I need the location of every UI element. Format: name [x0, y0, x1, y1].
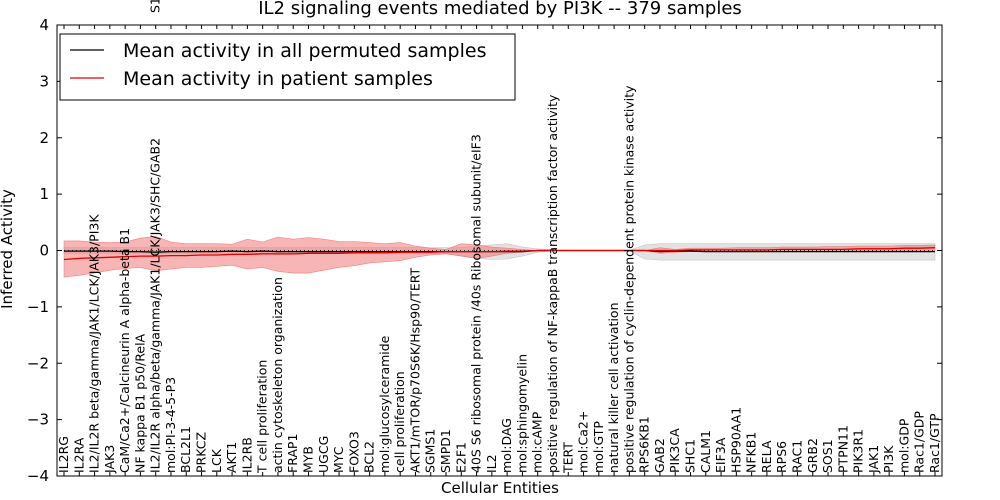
- category-label: mol:GTP: [591, 421, 606, 473]
- category-label: positive regulation of cyclin-dependent …: [621, 85, 636, 473]
- category-label: RPS6: [774, 441, 789, 473]
- legend-label-permuted: Mean activity in all permuted samples: [123, 40, 486, 62]
- category-labels: IL2RG IL2RA IL2/IL2R beta/gamma/JAK1/LCK/J…: [56, 0, 942, 474]
- category-label: NF kappa B1 p50/RelA: [132, 333, 147, 473]
- category-label: AKT1: [224, 442, 239, 473]
- legend-box: [59, 33, 516, 101]
- truncated-category-label: S1/S: [148, 0, 163, 13]
- category-label: Rac1/GDP: [912, 411, 927, 473]
- category-label: cell proliferation: [392, 371, 407, 473]
- category-label: BCL2: [362, 441, 377, 473]
- category-label: mol:Ca2+: [576, 411, 591, 473]
- category-label: natural killer cell activation: [606, 302, 621, 473]
- category-label: SGMS1: [423, 429, 438, 473]
- chart-title: IL2 signaling events mediated by PI3K --…: [258, 0, 742, 19]
- y-tick-label: 0: [39, 242, 49, 260]
- y-tick-label: −3: [27, 411, 49, 429]
- category-label: BCL2L1: [178, 426, 193, 473]
- category-label: E2F1: [453, 442, 468, 473]
- category-label: IL2RB: [239, 437, 254, 473]
- legend-label-patient: Mean activity in patient samples: [123, 68, 433, 90]
- category-label: mol:glucosylceramide: [377, 335, 392, 473]
- category-label: positive regulation of NF-kappaB transcr…: [545, 94, 560, 473]
- category-label: JAK1: [866, 445, 881, 474]
- category-label: HSP90AA1: [728, 407, 743, 473]
- y-tick-label: −2: [27, 354, 49, 372]
- category-label: 40S S6 ribosomal protein /40s Ribosomal …: [469, 134, 484, 473]
- patient-mean-line: [63, 247, 936, 261]
- category-label: actin cytoskeleton organization: [270, 277, 285, 473]
- category-label: PI3K: [881, 445, 896, 473]
- category-label: CaM/Ca2+/Calcineurin A alpha-beta B1: [117, 228, 132, 473]
- category-label: PRKCZ: [194, 432, 209, 473]
- legend: Mean activity in all permuted samples Me…: [59, 33, 516, 101]
- x-axis-title: Cellular Entities: [441, 479, 559, 497]
- y-axis-title: Inferred Activity: [0, 189, 16, 309]
- y-tick-label: 3: [39, 72, 49, 90]
- confidence-bands: [63, 236, 936, 278]
- category-label: mol:DAG: [499, 418, 514, 473]
- category-label: IL2/IL2R beta/gamma/JAK1/LCK/JAK3/PI3K: [87, 214, 102, 473]
- category-label: PTPN11: [835, 425, 850, 473]
- category-label: PIK3CA: [667, 428, 682, 473]
- category-label: mol:sphingomyelin: [514, 354, 529, 473]
- category-label: TERT: [560, 442, 575, 474]
- category-label: T cell proliferation: [255, 360, 270, 474]
- category-label: LCK: [209, 448, 224, 473]
- category-label: JAK3: [102, 445, 117, 474]
- category-label: RAC1: [790, 440, 805, 473]
- category-label: IL2/IL2R alpha/beta/gamma/JAK1/LCK/JAK3/…: [148, 138, 163, 473]
- axes: −4 −3 −2 −1 0 1 2 3 4: [27, 16, 943, 485]
- patient-band: [63, 236, 936, 278]
- category-label: MYB: [301, 446, 316, 473]
- category-label: RPS6KB1: [637, 416, 652, 473]
- category-label: EIF3A: [713, 437, 728, 473]
- y-tick-label: 2: [39, 129, 49, 147]
- category-label: SOS1: [820, 439, 835, 473]
- category-label: FRAP1: [285, 434, 300, 473]
- category-label: UGCG: [316, 436, 331, 473]
- category-label: RELA: [759, 440, 774, 473]
- category-label: IL2RG: [56, 436, 71, 473]
- category-label: IL2RA: [71, 437, 86, 473]
- category-label: FOXO3: [346, 431, 361, 473]
- category-label: SMPD1: [438, 429, 453, 473]
- category-label: mol:PI-3-4-5-P3: [163, 377, 178, 473]
- y-tick-label: 1: [39, 185, 49, 203]
- category-label: CALM1: [698, 430, 713, 473]
- category-label: Rac1/GTP: [927, 413, 942, 473]
- y-tick-label: −4: [27, 467, 49, 485]
- y-tick-label: 4: [39, 16, 49, 34]
- series-lines: [63, 247, 936, 261]
- category-label: AKT1/mTOR/p70S6K/Hsp90/TERT: [408, 267, 423, 473]
- category-label: PIK3R1: [851, 429, 866, 473]
- category-label: IL2: [484, 454, 499, 473]
- y-tick-label: −1: [27, 298, 49, 316]
- category-label: MYC: [331, 446, 346, 473]
- category-label: mol:cAMP: [530, 411, 545, 473]
- category-label: GAB2: [652, 438, 667, 473]
- category-label: mol:GDP: [896, 418, 911, 473]
- category-label: SHC1: [683, 439, 698, 473]
- category-label: NFKB1: [744, 432, 759, 473]
- category-label: GRB2: [805, 438, 820, 473]
